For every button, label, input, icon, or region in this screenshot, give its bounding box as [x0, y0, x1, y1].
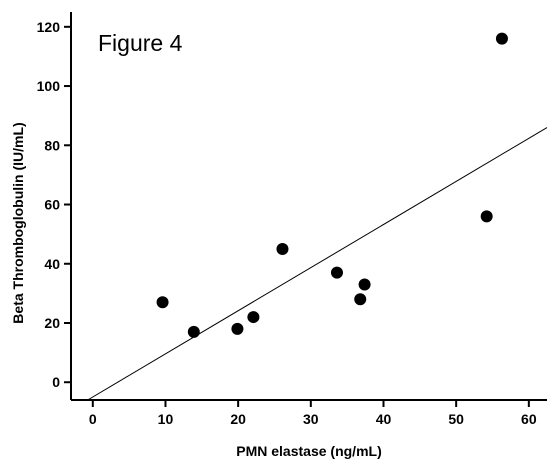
plot-area: [87, 32, 548, 401]
axes: 0 10 20 30 40 50 60 0 20 40 60 80 100 120: [37, 12, 547, 427]
y-tick-label: 60: [44, 197, 60, 213]
x-tick-label: 60: [521, 411, 537, 427]
data-point: [231, 322, 244, 335]
x-tick-label: 30: [303, 411, 319, 427]
regression-line: [87, 127, 548, 401]
x-tick-label: 40: [376, 411, 392, 427]
data-point: [354, 293, 367, 306]
data-point: [187, 325, 200, 338]
x-tick-label: 50: [448, 411, 464, 427]
x-axis-title: PMN elastase (ng/mL): [236, 443, 381, 459]
data-point: [156, 296, 169, 309]
y-tick-label: 0: [52, 374, 60, 390]
data-point: [330, 266, 343, 279]
y-tick-label: 20: [44, 315, 60, 331]
y-tick-label: 120: [37, 19, 61, 35]
data-point: [247, 311, 260, 324]
figure-title: Figure 4: [98, 30, 183, 56]
y-axis-title: Beta Thromboglobulin (IU/mL): [10, 122, 26, 323]
y-tick-label: 40: [44, 256, 60, 272]
y-tick-label: 100: [37, 78, 61, 94]
x-tick-label: 10: [158, 411, 174, 427]
data-point: [276, 242, 289, 255]
x-tick-label: 20: [230, 411, 246, 427]
data-point: [495, 32, 508, 45]
data-point: [480, 210, 493, 223]
x-tick-label: 0: [89, 411, 97, 427]
y-tick-label: 80: [44, 137, 60, 153]
data-point: [358, 278, 371, 291]
